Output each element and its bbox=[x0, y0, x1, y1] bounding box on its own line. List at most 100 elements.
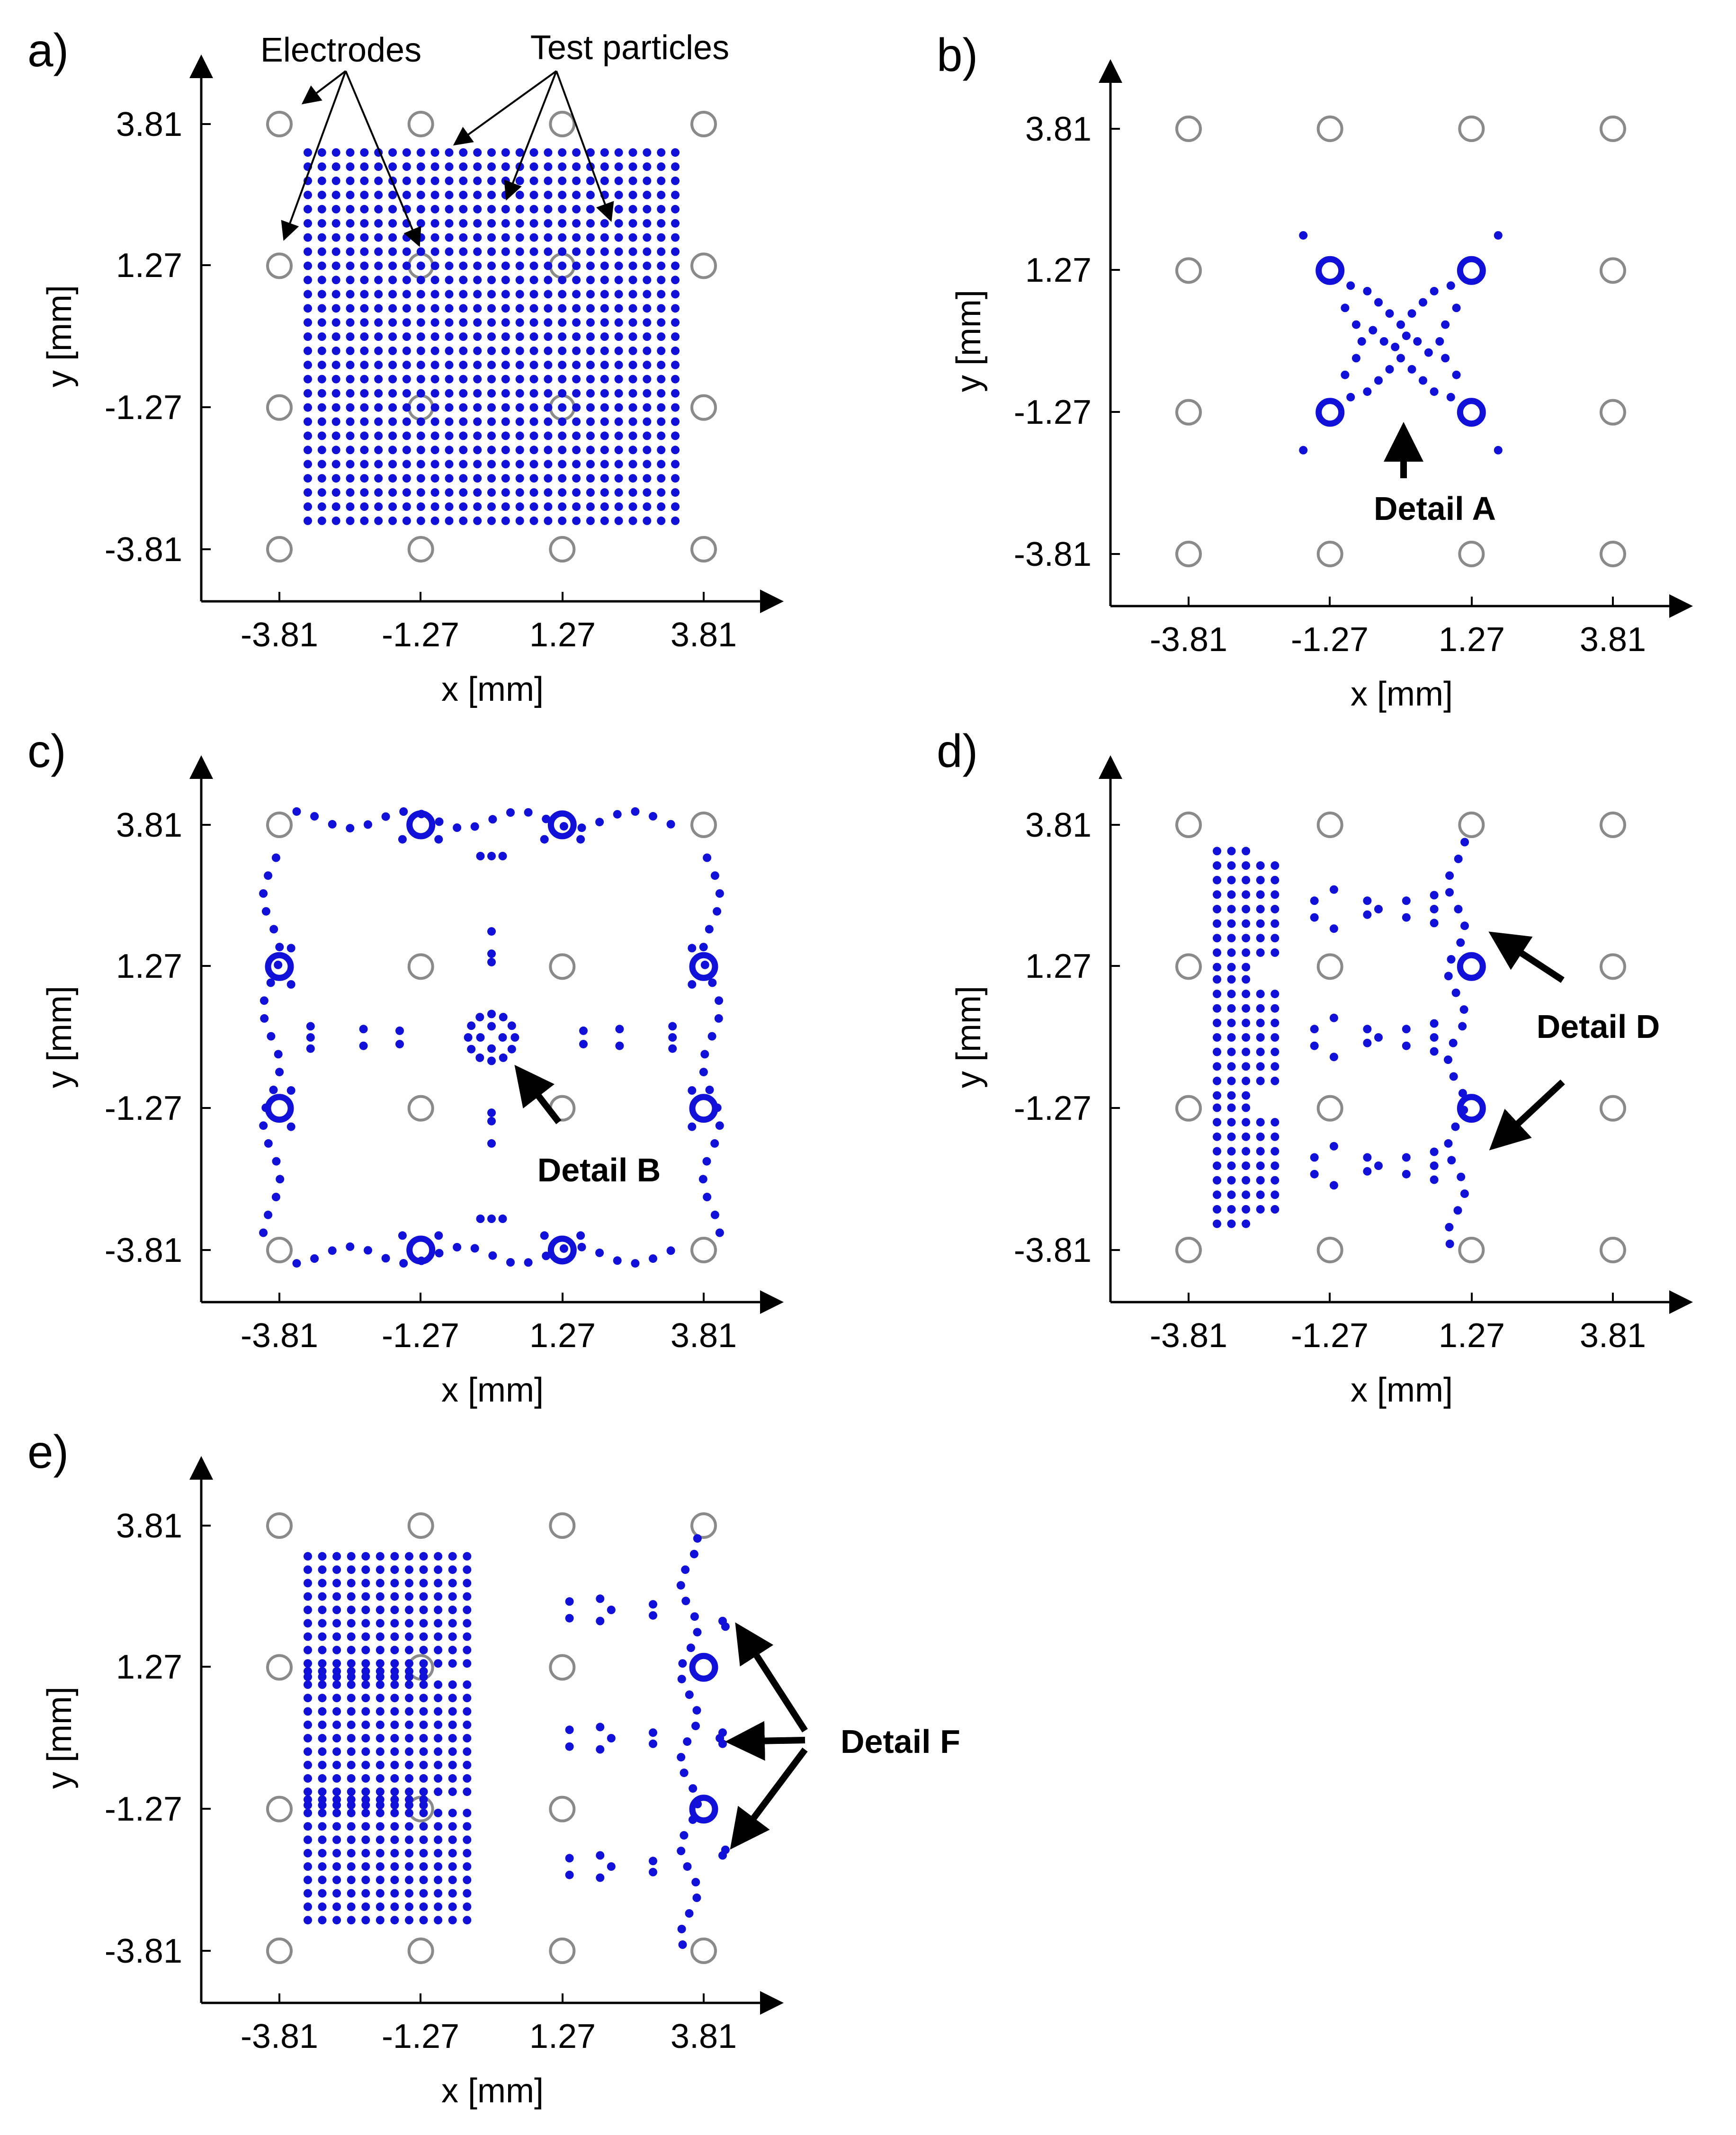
particle-dot bbox=[1256, 1161, 1265, 1170]
particle-dot bbox=[715, 1121, 724, 1130]
particle-dot bbox=[643, 431, 652, 440]
particle-dot bbox=[416, 474, 425, 483]
particle-dot bbox=[473, 190, 482, 199]
particle-dot bbox=[405, 1606, 413, 1614]
particle-dot bbox=[643, 446, 652, 455]
particle-dot bbox=[402, 516, 411, 525]
particle-dot bbox=[402, 360, 411, 369]
particle-dot bbox=[1227, 1219, 1236, 1228]
particle-dot bbox=[715, 1228, 724, 1237]
particle-dot bbox=[487, 1215, 496, 1223]
particle-dot bbox=[628, 460, 637, 469]
particle-dot bbox=[702, 1157, 711, 1166]
particle-dot bbox=[459, 205, 468, 214]
particle-dot bbox=[515, 375, 524, 384]
particle-dot bbox=[416, 318, 425, 327]
particle-dot bbox=[631, 807, 640, 816]
particle-dot bbox=[376, 1835, 385, 1844]
particle-dot bbox=[565, 1614, 574, 1623]
x-tick-label: -1.27 bbox=[382, 2018, 459, 2055]
particle-dot bbox=[700, 960, 709, 969]
particle-dot bbox=[1310, 1170, 1319, 1179]
particle-dot bbox=[529, 474, 538, 483]
particle-dot bbox=[529, 431, 538, 440]
particle-dot bbox=[347, 1916, 356, 1925]
particle-ring bbox=[1315, 398, 1345, 427]
particle-dot bbox=[419, 1659, 428, 1668]
particle-dot bbox=[614, 276, 623, 285]
particle-dot bbox=[1213, 1219, 1221, 1228]
particle-dot bbox=[689, 1550, 698, 1559]
particle-dot bbox=[572, 431, 581, 440]
particle-dot bbox=[1430, 387, 1439, 396]
particle-dot bbox=[1227, 1161, 1236, 1170]
particle-dot bbox=[671, 488, 680, 497]
particle-dot bbox=[572, 389, 581, 398]
particle-dot bbox=[347, 1795, 356, 1804]
electrodes-arrow bbox=[281, 71, 347, 241]
particle-dot bbox=[331, 190, 340, 199]
particle-dot bbox=[1402, 331, 1411, 340]
particle-dot bbox=[487, 474, 496, 483]
particle-dot bbox=[677, 1675, 686, 1684]
particle-dot bbox=[419, 1606, 428, 1614]
particle-dot bbox=[544, 205, 553, 214]
particle-dot bbox=[529, 502, 538, 511]
particle-dot bbox=[388, 318, 397, 327]
particle-dot bbox=[473, 502, 482, 511]
particle-dot bbox=[376, 1619, 385, 1628]
particle-dot bbox=[390, 1889, 399, 1898]
particle-dot bbox=[416, 389, 425, 398]
particle-dot bbox=[376, 1787, 385, 1796]
particle-dot bbox=[374, 431, 383, 440]
particle-dot bbox=[558, 346, 567, 355]
particle-dot bbox=[544, 190, 553, 199]
particle-dot bbox=[473, 176, 482, 185]
particle-dot bbox=[360, 332, 369, 341]
particle-dot bbox=[374, 176, 383, 185]
particle-dot bbox=[346, 488, 355, 497]
particle-dot bbox=[390, 1734, 399, 1742]
particle-dot bbox=[1271, 919, 1280, 928]
particle-dot bbox=[649, 1254, 657, 1263]
particles-arrow bbox=[504, 71, 557, 201]
particle-dot bbox=[607, 1734, 616, 1742]
particle-dot bbox=[657, 431, 666, 440]
particle-dot bbox=[310, 812, 319, 821]
particle-dot bbox=[347, 1787, 356, 1796]
particle-dot bbox=[1363, 1025, 1372, 1034]
particle-dot bbox=[419, 1787, 428, 1796]
particle-dot bbox=[643, 148, 652, 157]
particle-dot bbox=[657, 190, 666, 199]
particle-dot bbox=[331, 304, 340, 313]
particle-dot bbox=[360, 389, 369, 398]
particle-dot bbox=[286, 980, 295, 989]
particle-dot bbox=[1441, 354, 1450, 363]
particle-dot bbox=[459, 332, 468, 341]
particle-dot bbox=[430, 446, 439, 455]
particle-dot bbox=[721, 1622, 730, 1631]
particle-dot bbox=[374, 403, 383, 412]
particle-dot bbox=[271, 1193, 280, 1201]
particle-dot bbox=[360, 205, 369, 214]
particle-dot bbox=[1449, 1072, 1458, 1081]
particle-dot bbox=[558, 219, 567, 228]
particle-dot bbox=[416, 346, 425, 355]
particle-dot bbox=[473, 516, 482, 525]
particle-dot bbox=[402, 332, 411, 341]
particle-dot bbox=[1256, 905, 1265, 913]
particle-dot bbox=[1271, 1176, 1280, 1185]
particle-dot bbox=[388, 205, 397, 214]
particle-dot bbox=[374, 460, 383, 469]
particle-dot bbox=[445, 261, 454, 270]
particle-dot bbox=[347, 1659, 356, 1668]
particle-dot bbox=[463, 1747, 472, 1756]
particle-dot bbox=[402, 346, 411, 355]
particle-dot bbox=[416, 247, 425, 256]
electrode bbox=[407, 1512, 434, 1539]
particle-dot bbox=[1256, 990, 1265, 999]
particle-dot bbox=[434, 1632, 443, 1641]
particle-dot bbox=[435, 817, 444, 826]
particle-dot bbox=[529, 360, 538, 369]
particle-dot bbox=[1271, 1047, 1280, 1056]
